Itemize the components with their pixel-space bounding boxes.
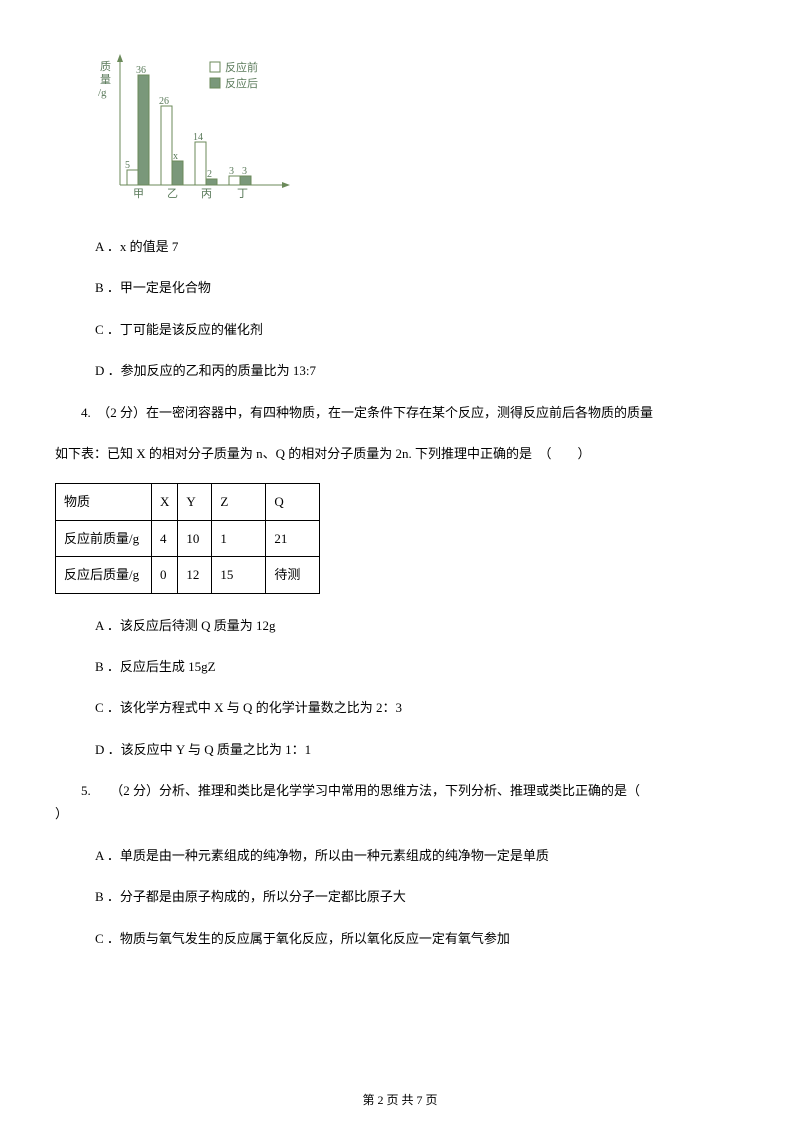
table-r1-0: 反应前质量/g xyxy=(56,520,152,556)
table-r1-3: 1 xyxy=(212,520,266,556)
q3-option-c: C ．丁可能是该反应的催化剂 xyxy=(95,318,745,341)
svg-text:乙: 乙 xyxy=(167,187,178,200)
q5-text2: ） xyxy=(55,802,745,825)
table-h3: Z xyxy=(212,484,266,520)
svg-text:5: 5 xyxy=(125,160,130,171)
svg-text:反应后: 反应后 xyxy=(225,76,258,90)
table-r2-0: 反应后质量/g xyxy=(56,557,152,593)
svg-text:3: 3 xyxy=(229,166,234,177)
svg-text:26: 26 xyxy=(159,96,169,107)
table-h1: X xyxy=(152,484,178,520)
q4-option-a: A ．该反应后待测 Q 质量为 12g xyxy=(95,614,745,637)
q4-option-c: C ．该化学方程式中 X 与 Q 的化学计量数之比为 2：3 xyxy=(95,696,745,719)
svg-text:质: 质 xyxy=(100,60,111,73)
svg-text:丙: 丙 xyxy=(201,188,212,200)
table-r1-4: 21 xyxy=(266,520,320,556)
table-r2-3: 15 xyxy=(212,557,266,593)
q5-option-a: A ．单质是由一种元素组成的纯净物，所以由一种元素组成的纯净物一定是单质 xyxy=(95,844,745,867)
svg-text:反应前: 反应前 xyxy=(225,60,258,74)
page-footer: 第 2 页 共 7 页 xyxy=(0,1090,800,1112)
table-r2-2: 12 xyxy=(178,557,212,593)
q4-text1: 4. （2 分）在一密闭容器中，有四种物质，在一定条件下存在某个反应，测得反应前… xyxy=(55,401,745,424)
svg-text:14: 14 xyxy=(193,132,203,143)
svg-text:2: 2 xyxy=(207,169,212,180)
q3-option-a: A ．x 的值是 7 xyxy=(95,235,745,258)
table-r2-1: 0 xyxy=(152,557,178,593)
table-h4: Q xyxy=(266,484,320,520)
table-r1-2: 10 xyxy=(178,520,212,556)
svg-text:36: 36 xyxy=(136,65,146,76)
q3-option-b: B ．甲一定是化合物 xyxy=(95,276,745,299)
q5-text1: 5. （2 分）分析、推理和类比是化学学习中常用的思维方法，下列分析、推理或类比… xyxy=(55,779,745,802)
q3-option-d: D ．参加反应的乙和丙的质量比为 13:7 xyxy=(95,359,745,382)
q5-option-c: C ．物质与氧气发生的反应属于氧化反应，所以氧化反应一定有氧气参加 xyxy=(95,927,745,950)
svg-text:x: x xyxy=(173,151,178,162)
q4-option-b: B ．反应后生成 15gZ xyxy=(95,655,745,678)
svg-text:量: 量 xyxy=(100,73,111,86)
q4-table: 物质 X Y Z Q 反应前质量/g 4 10 1 21 反应后质量/g 0 1… xyxy=(55,483,745,593)
svg-text:丁: 丁 xyxy=(237,188,248,200)
q4-option-d: D ．该反应中 Y 与 Q 质量之比为 1：1 xyxy=(95,738,745,761)
svg-text:3: 3 xyxy=(242,166,247,177)
q4-text2: 如下表：已知 X 的相对分子质量为 n、Q 的相对分子质量为 2n. 下列推理中… xyxy=(55,442,745,465)
table-h2: Y xyxy=(178,484,212,520)
bar-chart: 质 量 /g 反应前 反应后 5 36 甲 26 x 乙 xyxy=(95,40,295,210)
table-r2-4: 待测 xyxy=(266,557,320,593)
q5-option-b: B ．分子都是由原子构成的，所以分子一定都比原子大 xyxy=(95,885,745,908)
table-r1-1: 4 xyxy=(152,520,178,556)
svg-text:甲: 甲 xyxy=(133,188,144,200)
table-h0: 物质 xyxy=(56,484,152,520)
svg-text:/g: /g xyxy=(98,87,107,99)
